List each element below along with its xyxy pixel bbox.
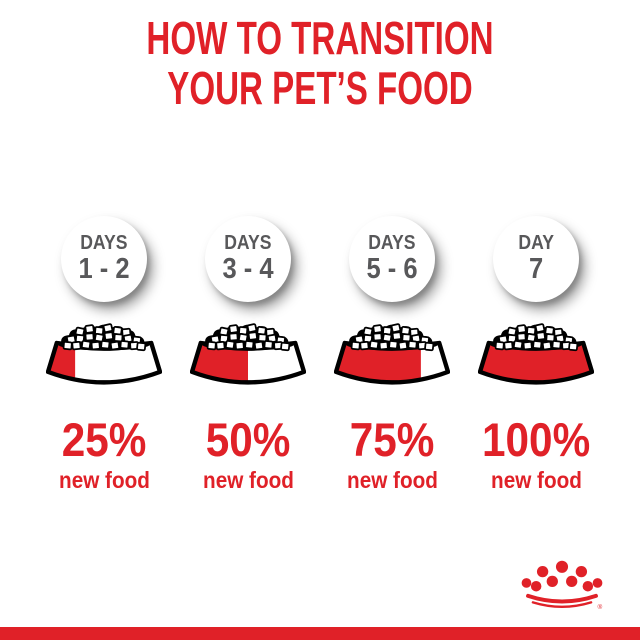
royal-canin-crown-logo-icon: ®: [520, 560, 604, 614]
day-badge: DAYS 1 - 2: [61, 216, 147, 302]
transition-step-days-1-2: DAYS 1 - 2 25% new food: [34, 216, 174, 493]
registered-mark: ®: [598, 603, 603, 611]
kibble-bowl-icon: [190, 322, 306, 392]
transition-step-days-5-6: DAYS 5 - 6 75% new food: [322, 216, 462, 493]
percent-new-food: 75%: [349, 413, 435, 466]
day-range: 1 - 2: [78, 252, 130, 285]
day-range: 3 - 4: [222, 252, 274, 285]
page-title-line-2: YOUR PET’S FOOD: [167, 62, 473, 114]
transition-step-days-3-4: DAYS 3 - 4 50% new food: [178, 216, 318, 493]
footer-red-bar: [0, 627, 640, 640]
kibble-bowl-icon: [46, 322, 162, 392]
day-label: DAYS: [80, 231, 128, 254]
new-food-label: new food: [202, 467, 294, 493]
day-range: 7: [528, 252, 544, 285]
new-food-label: new food: [58, 467, 150, 493]
day-label: DAYS: [368, 231, 416, 254]
transition-steps: DAYS 1 - 2 25% new food DAYS 3 - 4 5: [0, 216, 640, 493]
percent-new-food: 100%: [481, 413, 591, 466]
new-food-label: new food: [490, 467, 582, 493]
day-badge: DAY 7: [493, 216, 579, 302]
kibble-bowl-icon: [478, 322, 594, 392]
crown-icon: ®: [521, 560, 603, 611]
percent-new-food: 50%: [205, 413, 291, 466]
kibble-bowl-icon: [334, 322, 450, 392]
transition-step-day-7: DAY 7 100% new food: [466, 216, 606, 493]
day-badge: DAYS 3 - 4: [205, 216, 291, 302]
day-range: 5 - 6: [366, 252, 418, 285]
page-title: HOW TO TRANSITION YOUR PET’S FOOD: [0, 13, 640, 113]
day-label: DAY: [518, 231, 554, 254]
day-label: DAYS: [224, 231, 272, 254]
percent-new-food: 25%: [61, 413, 147, 466]
day-badge: DAYS 5 - 6: [349, 216, 435, 302]
new-food-label: new food: [346, 467, 438, 493]
page-title-line-1: HOW TO TRANSITION: [146, 12, 494, 64]
